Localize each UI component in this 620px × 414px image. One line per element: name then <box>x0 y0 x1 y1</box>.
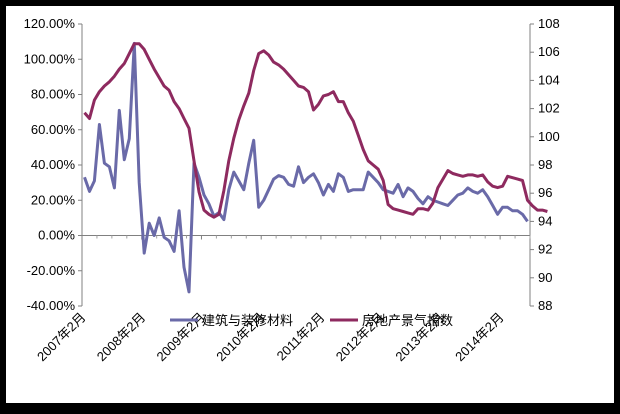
left-axis-tick-label: -20.00% <box>27 263 76 278</box>
right-axis-tick-label: 106 <box>538 44 560 59</box>
right-axis-tick-label: 96 <box>538 185 552 200</box>
left-axis-tick-label: 60.00% <box>31 122 76 137</box>
right-axis-tick-label: 108 <box>538 16 560 31</box>
left-axis-tick-label: 80.00% <box>31 87 76 102</box>
left-axis-tick-label: 120.00% <box>24 16 76 31</box>
legend: 建筑与装修材料 房地产景气指数 <box>170 313 453 328</box>
left-axis-tick-label: -40.00% <box>27 298 76 313</box>
right-axis-tick-label: 102 <box>538 101 560 116</box>
left-axis-tick-label: 0.00% <box>38 228 75 243</box>
right-axis-tick-label: 100 <box>538 129 560 144</box>
right-axis-tick-label: 98 <box>538 157 552 172</box>
chart-background <box>6 6 614 403</box>
legend-label-series-2: 房地产景气指数 <box>362 313 453 328</box>
right-axis-tick-label: 92 <box>538 242 552 257</box>
series-lines-group <box>83 41 548 294</box>
left-axis-tick-label: 20.00% <box>31 192 76 207</box>
right-axis-tick-label: 104 <box>538 72 560 87</box>
left-axis-tick-label: 40.00% <box>31 157 76 172</box>
left-axis-tick-label: 100.00% <box>24 51 76 66</box>
right-axis-tick-label: 90 <box>538 270 552 285</box>
series-line-2 <box>83 42 548 219</box>
right-axis-tick-label: 88 <box>538 298 552 313</box>
legend-label-series-1: 建筑与装修材料 <box>202 313 293 328</box>
right-axis-tick-label: 94 <box>538 213 552 228</box>
series-line-1 <box>83 41 529 294</box>
